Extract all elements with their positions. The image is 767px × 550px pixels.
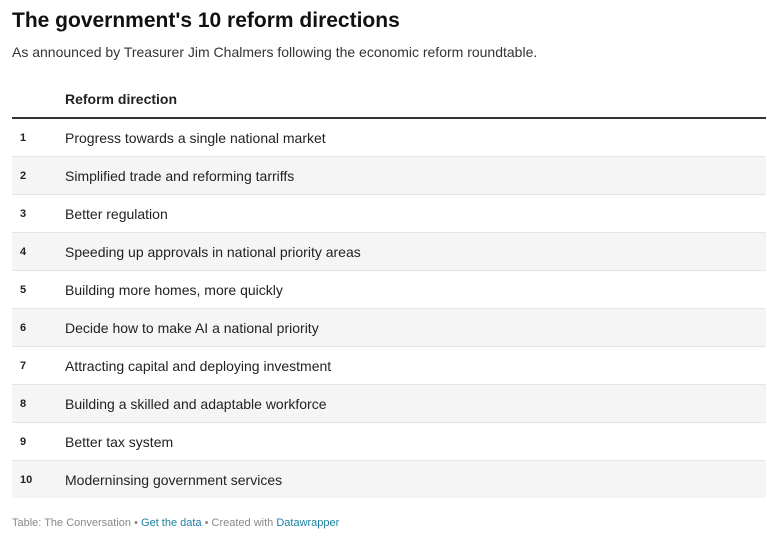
table-row: 6 Decide how to make AI a national prior… [12,308,766,347]
row-number: 3 [12,194,65,233]
row-number: 10 [12,460,65,498]
table-row: 10 Moderninsing government services [12,460,766,498]
reform-direction-cell: Better tax system [65,422,766,461]
table-header-row: Reform direction [12,81,766,119]
row-number: 7 [12,346,65,385]
row-number: 1 [12,118,65,157]
footer-created-with: • Created with [201,517,277,529]
table-row: 4 Speeding up approvals in national prio… [12,232,766,271]
table-row: 7 Attracting capital and deploying inves… [12,346,766,385]
table-row: 5 Building more homes, more quickly [12,270,766,309]
reform-direction-cell: Attracting capital and deploying investm… [65,346,766,385]
row-number: 8 [12,384,65,423]
table-row: 9 Better tax system [12,422,766,461]
reform-direction-cell: Building a skilled and adaptable workfor… [65,384,766,423]
reform-direction-cell: Simplified trade and reforming tarriffs [65,156,766,195]
row-number: 4 [12,232,65,271]
reform-direction-cell: Moderninsing government services [65,460,766,498]
reform-direction-cell: Decide how to make AI a national priorit… [65,308,766,347]
row-number: 5 [12,270,65,309]
row-number: 2 [12,156,65,195]
reform-direction-column-header[interactable]: Reform direction [65,81,766,119]
footer-separator: • [131,517,142,529]
reform-direction-cell: Building more homes, more quickly [65,270,766,309]
reform-direction-cell: Progress towards a single national marke… [65,118,766,157]
table-row: 8 Building a skilled and adaptable workf… [12,384,766,423]
table-subtitle: As announced by Treasurer Jim Chalmers f… [12,44,538,60]
table-row: 1 Progress towards a single national mar… [12,118,766,157]
reform-directions-table: Reform direction 1 Progress towards a si… [12,81,766,498]
datawrapper-link[interactable]: Datawrapper [276,517,340,529]
source-credit: Table: The Conversation [12,517,132,529]
number-column-header[interactable] [12,81,65,119]
get-the-data-link[interactable]: Get the data [141,517,202,529]
table-row: 2 Simplified trade and reforming tarriff… [12,156,766,195]
table-footer: Table: The Conversation • Get the data •… [12,517,339,529]
row-number: 6 [12,308,65,347]
datawrapper-table-container: The government's 10 reform directions As… [12,0,766,498]
row-number: 9 [12,422,65,461]
table-row: 3 Better regulation [12,194,766,233]
table-title: The government's 10 reform directions [12,9,400,32]
reform-direction-cell: Speeding up approvals in national priori… [65,232,766,271]
reform-direction-cell: Better regulation [65,194,766,233]
